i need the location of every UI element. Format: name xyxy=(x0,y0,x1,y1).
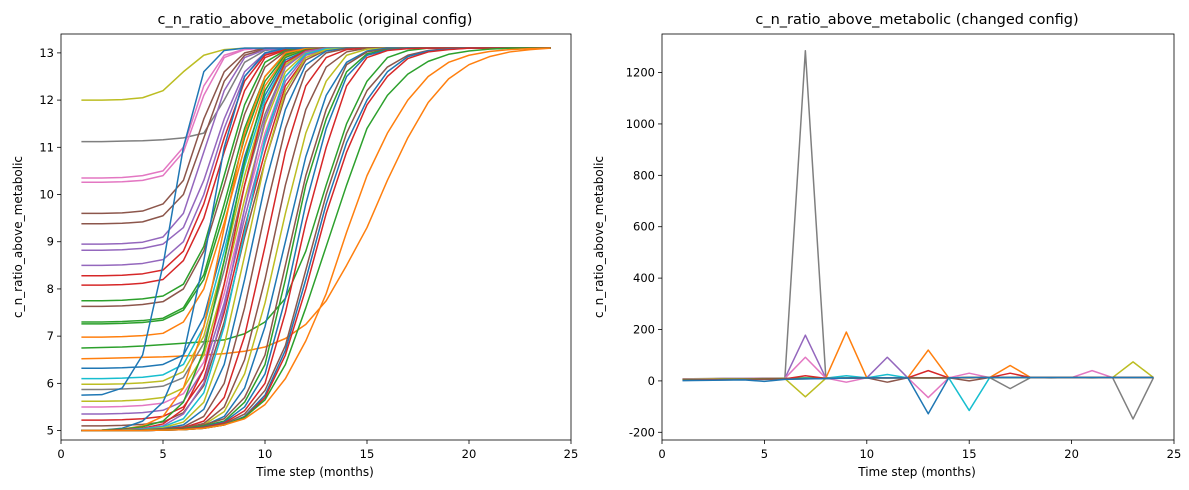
chart-right-x-tick-label: 10 xyxy=(859,447,874,461)
chart-right-y-tick-label: 1000 xyxy=(626,117,655,131)
chart-left-x-tick-label: 10 xyxy=(258,447,273,461)
chart-left-ylabel: c_n_ratio_above_metabolic xyxy=(11,156,25,318)
chart-right-axes-frame xyxy=(661,33,1175,441)
chart-right-x-tick-label: 15 xyxy=(962,447,977,461)
chart-right-series-line-8 xyxy=(682,369,1154,381)
chart-left-series-line-1 xyxy=(81,47,551,101)
chart-right-y-tick-label: 600 xyxy=(633,220,655,234)
chart-left-y-tick-label: 11 xyxy=(39,140,54,154)
chart-left-xlabel: Time step (months) xyxy=(255,465,374,479)
chart-right-y-tick-label: 1200 xyxy=(626,66,655,80)
chart-left-series-line-20 xyxy=(81,47,551,380)
chart-right-series-line-2 xyxy=(682,334,1154,380)
chart-left-series-line-23 xyxy=(81,47,551,396)
chart-right-x-tick-label: 5 xyxy=(761,447,768,461)
chart-right-y-tick-label: 400 xyxy=(633,271,655,285)
chart-left-series-line-25 xyxy=(81,47,551,408)
chart-left-series-line-4 xyxy=(81,47,551,183)
chart-left-title: c_n_ratio_above_metabolic (original conf… xyxy=(158,12,473,28)
chart-right-x-tick-label: 20 xyxy=(1064,447,1079,461)
chart-left-series-line-7 xyxy=(81,47,551,245)
chart-right-y-tick-label: 200 xyxy=(633,323,655,337)
chart-left-series-line-50 xyxy=(81,47,551,432)
chart-left-x-tick-label: 0 xyxy=(57,447,64,461)
chart-left-x-tick-label: 15 xyxy=(360,447,375,461)
chart-right-title: c_n_ratio_above_metabolic (changed confi… xyxy=(755,12,1078,28)
chart-left-axes-frame xyxy=(60,33,572,441)
chart-left-series-line-24 xyxy=(81,47,551,403)
chart-left-y-tick-label: 7 xyxy=(47,329,54,343)
chart-left: c_n_ratio_above_metabolic (original conf… xyxy=(11,12,578,479)
chart-right-series-line-10 xyxy=(682,376,1154,415)
chart-left-x-tick-label: 5 xyxy=(159,447,166,461)
chart-left-y-tick-label: 13 xyxy=(39,46,54,60)
chart-left-series-line-12 xyxy=(81,47,551,302)
chart-right-x-tick-label: 0 xyxy=(658,447,665,461)
chart-right-y-tick-label: 0 xyxy=(648,374,655,388)
chart-right-xlabel: Time step (months) xyxy=(857,465,976,479)
chart-right-y-tick-label: 800 xyxy=(633,168,655,182)
chart-left-series-line-6 xyxy=(81,47,551,225)
chart-left-y-tick-label: 10 xyxy=(39,188,54,202)
chart-left-y-tick-label: 5 xyxy=(47,424,54,438)
chart-left-x-tick-label: 20 xyxy=(462,447,477,461)
chart-left-y-tick-label: 6 xyxy=(47,376,54,390)
chart-right-ylabel: c_n_ratio_above_metabolic xyxy=(592,156,606,318)
chart-left-series-line-3 xyxy=(81,47,551,179)
chart-left-y-tick-label: 12 xyxy=(39,93,54,107)
chart-right: c_n_ratio_above_metabolic (changed confi… xyxy=(592,12,1181,479)
chart-left-y-tick-label: 9 xyxy=(47,235,54,249)
chart-left-series-line-18 xyxy=(81,47,551,360)
chart-left-series-line-16 xyxy=(81,47,551,338)
chart-left-series-line-28 xyxy=(81,47,551,427)
chart-left-x-tick-label: 25 xyxy=(564,447,579,461)
chart-right-series-line-4 xyxy=(682,331,1154,381)
chart-right-x-tick-label: 25 xyxy=(1167,447,1182,461)
chart-right-y-tick-label: -200 xyxy=(629,425,655,439)
chart-left-y-tick-label: 8 xyxy=(47,282,54,296)
